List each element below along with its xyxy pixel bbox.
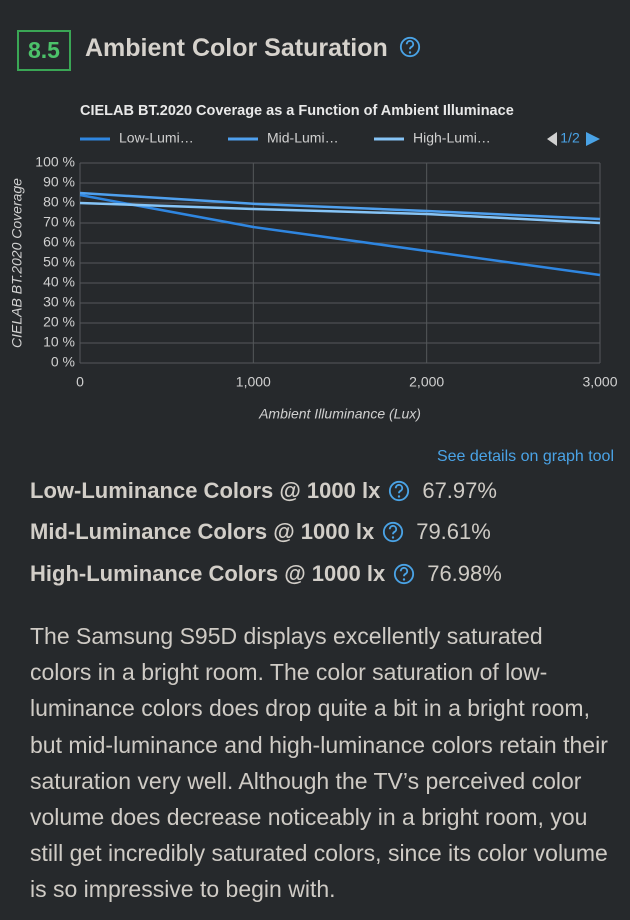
help-icon[interactable] — [393, 563, 415, 585]
help-icon[interactable] — [399, 36, 421, 58]
metric-value: 67.97% — [422, 478, 497, 503]
data-line — [79, 201, 601, 225]
y-tick-label: 90 % — [43, 174, 75, 190]
x-tick-label: 1,000 — [236, 374, 271, 390]
help-icon[interactable] — [388, 480, 410, 502]
chart: CIELAB BT.2020 Coverage as a Function of… — [9, 103, 618, 422]
legend-page: 1/2 — [560, 130, 580, 146]
x-tick-label: 2,000 — [409, 374, 444, 390]
y-tick-label: 100 % — [35, 154, 75, 170]
metric-value: 76.98% — [427, 561, 502, 586]
y-tick-label: 30 % — [43, 294, 75, 310]
data-line — [79, 191, 601, 221]
data-line — [79, 193, 601, 277]
description: The Samsung S95D displays excellently sa… — [30, 623, 608, 903]
metric-row: Mid-Luminance Colors @ 1000 lx 79.61% — [30, 519, 491, 545]
y-tick-label: 10 % — [43, 334, 75, 350]
metric-row: High-Luminance Colors @ 1000 lx 76.98% — [30, 561, 502, 587]
legend-label: Mid-Lumi… — [267, 130, 339, 146]
legend-next[interactable] — [586, 132, 600, 146]
x-tick-label: 0 — [76, 374, 84, 390]
chart-title: CIELAB BT.2020 Coverage as a Function of… — [80, 103, 514, 119]
title-text: Ambient Color Saturation — [85, 34, 388, 62]
metric-label: High-Luminance Colors @ 1000 lx — [30, 561, 386, 586]
x-tick-label: 3,000 — [582, 374, 617, 390]
y-tick-label: 60 % — [43, 234, 75, 250]
section-title: Ambient Color Saturation — [85, 34, 421, 63]
y-tick-label: 80 % — [43, 194, 75, 210]
help-icon[interactable] — [382, 521, 404, 543]
y-tick-label: 50 % — [43, 254, 75, 270]
y-tick-label: 40 % — [43, 274, 75, 290]
metric-value: 79.61% — [416, 519, 491, 544]
x-axis-label: Ambient Illuminance (Lux) — [258, 406, 421, 422]
y-axis-label: CIELAB BT.2020 Coverage — [9, 178, 25, 348]
metric-label: Low-Luminance Colors @ 1000 lx — [30, 478, 381, 503]
y-tick-label: 70 % — [43, 214, 75, 230]
legend-prev[interactable] — [547, 132, 557, 146]
metric-row: Low-Luminance Colors @ 1000 lx 67.97% — [30, 478, 497, 504]
score-badge: 8.5 — [17, 30, 71, 71]
metric-label: Mid-Luminance Colors @ 1000 lx — [30, 519, 375, 544]
legend-label: High-Lumi… — [413, 130, 491, 146]
y-tick-label: 0 % — [51, 354, 75, 370]
graph-tool-link[interactable]: See details on graph tool — [436, 448, 614, 465]
legend-label: Low-Lumi… — [119, 130, 194, 146]
y-tick-label: 20 % — [43, 314, 75, 330]
